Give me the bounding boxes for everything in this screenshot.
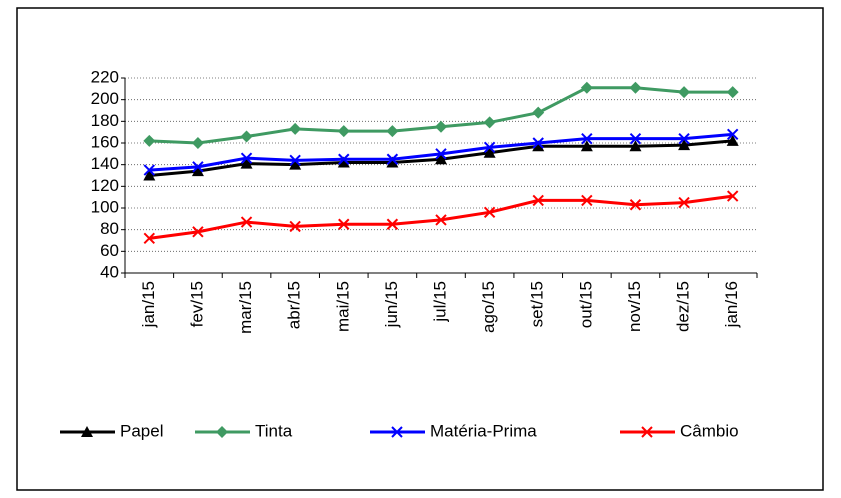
x-tick-label: nov/15 <box>625 281 644 332</box>
marker <box>629 140 642 152</box>
x-tick-label: set/15 <box>528 281 547 327</box>
marker <box>191 165 204 177</box>
legend-label: Papel <box>120 421 163 440</box>
legend-marker <box>216 426 228 438</box>
x-tick-label: jan/15 <box>139 281 158 328</box>
y-tick-label: 160 <box>91 132 119 151</box>
marker <box>435 214 447 226</box>
legend-marker <box>641 426 653 438</box>
y-tick-label: 200 <box>91 89 119 108</box>
x-tick-label: mai/15 <box>333 281 352 332</box>
x-tick-label: ago/15 <box>479 281 498 333</box>
y-tick-label: 100 <box>91 197 119 216</box>
y-tick-label: 140 <box>91 154 119 173</box>
legend-item: Câmbio <box>620 421 739 440</box>
x-tick-label: jan/16 <box>722 281 741 328</box>
x-tick-label: out/15 <box>576 281 595 328</box>
y-tick-label: 40 <box>100 262 119 281</box>
y-tick-label: 120 <box>91 176 119 195</box>
marker <box>386 125 399 138</box>
marker <box>678 132 690 145</box>
marker <box>483 146 496 158</box>
marker <box>337 125 350 138</box>
marker <box>386 218 399 230</box>
x-tick-label: jul/15 <box>430 281 449 323</box>
marker <box>143 134 156 147</box>
marker <box>192 161 204 173</box>
marker <box>240 157 253 169</box>
marker <box>483 206 496 219</box>
chart-frame <box>16 7 824 491</box>
marker <box>726 134 739 146</box>
legend-label: Câmbio <box>680 421 739 440</box>
marker <box>338 218 350 230</box>
marker <box>435 153 447 165</box>
marker <box>240 152 253 164</box>
marker <box>532 137 544 149</box>
marker <box>289 122 302 135</box>
marker <box>143 164 156 176</box>
marker <box>289 154 301 167</box>
legend-label: Tinta <box>255 421 293 440</box>
marker <box>678 196 690 209</box>
marker <box>435 148 447 160</box>
y-tick-label: 80 <box>100 219 119 238</box>
marker <box>629 199 642 211</box>
marker <box>581 194 593 207</box>
marker <box>629 132 642 145</box>
marker <box>678 86 691 99</box>
marker <box>191 137 204 149</box>
y-tick-label: 60 <box>100 241 119 260</box>
marker <box>483 116 496 129</box>
marker <box>289 158 302 170</box>
marker <box>726 128 739 141</box>
marker <box>192 226 204 238</box>
legend-item: Tinta <box>195 421 293 440</box>
marker <box>289 220 301 233</box>
marker <box>386 156 399 168</box>
marker <box>337 156 350 168</box>
legend-marker <box>391 426 403 438</box>
marker <box>338 153 350 165</box>
x-tick-label: jun/15 <box>382 281 401 328</box>
y-tick-label: 220 <box>91 67 119 86</box>
marker <box>580 81 593 94</box>
x-tick-label: fev/15 <box>187 281 206 327</box>
marker <box>532 106 545 119</box>
x-tick-label: mar/15 <box>236 281 255 334</box>
legend-marker <box>81 426 93 437</box>
marker <box>726 190 739 202</box>
marker <box>532 194 544 207</box>
marker <box>240 130 253 143</box>
marker <box>678 139 691 151</box>
marker <box>143 169 156 181</box>
marker <box>143 232 156 245</box>
marker <box>483 141 496 154</box>
x-tick-label: dez/15 <box>674 281 693 332</box>
marker <box>726 86 739 99</box>
legend-item: Matéria-Prima <box>370 421 537 440</box>
marker <box>581 132 593 145</box>
marker <box>629 81 642 94</box>
y-tick-label: 180 <box>91 111 119 130</box>
x-tick-label: abr/15 <box>285 281 304 329</box>
legend-item: Papel <box>60 421 163 440</box>
legend-label: Matéria-Prima <box>430 421 537 440</box>
marker <box>532 140 545 152</box>
marker <box>435 120 447 133</box>
marker <box>580 140 593 152</box>
marker <box>386 153 399 165</box>
marker <box>240 216 253 228</box>
